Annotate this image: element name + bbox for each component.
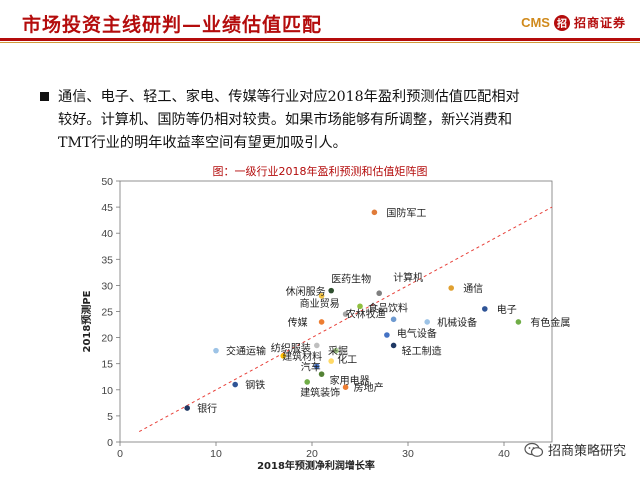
chart-caption: 图：一级行业2018年盈利预测和估值矩阵图 (212, 165, 428, 178)
data-point-label: 机械设备 (437, 316, 477, 329)
data-point (232, 381, 238, 388)
header-divider-accent (0, 42, 640, 43)
data-point-label: 房地产 (354, 381, 384, 394)
data-point (371, 209, 378, 216)
data-point-label: 家用电器 (330, 374, 370, 387)
data-point-label: 农林牧渔 (346, 307, 386, 320)
data-point (482, 306, 488, 312)
data-point (328, 287, 335, 294)
y-tick-label: 15 (101, 359, 113, 371)
wechat-icon (524, 442, 544, 457)
data-point-label: 传媒 (288, 317, 308, 329)
data-point (342, 384, 349, 390)
data-point-label: 建筑装饰 (300, 386, 340, 399)
data-point (333, 347, 339, 354)
data-point (424, 319, 431, 325)
data-point (342, 311, 349, 317)
data-point (515, 319, 522, 325)
data-point (280, 353, 287, 359)
data-point-label: 有色金属 (530, 316, 570, 329)
data-point-label: 化工 (337, 353, 357, 366)
data-point (318, 319, 325, 325)
y-axis-label: 2018预测PE (80, 290, 93, 352)
data-point (390, 342, 397, 349)
data-point-label: 食品饮料 (368, 301, 408, 314)
data-point (318, 371, 325, 377)
data-point-label: 国防军工 (386, 206, 426, 219)
data-point-label: 纺织服装 (271, 341, 311, 354)
data-point (184, 405, 190, 411)
header-divider (0, 38, 640, 41)
page-title: 市场投资主线研判—业绩估值匹配 (22, 14, 323, 36)
y-tick-label: 25 (101, 307, 113, 319)
data-point (376, 290, 383, 297)
data-point (357, 303, 363, 310)
data-point (328, 358, 335, 364)
data-point-label: 休闲服务 (286, 285, 326, 298)
data-point-label: 汽车 (301, 360, 321, 373)
data-point (384, 332, 390, 338)
y-tick-label: 30 (101, 280, 113, 292)
data-point-label: 银行 (197, 402, 217, 415)
plot-frame (119, 180, 553, 443)
data-point (213, 347, 219, 354)
data-point-label: 采掘 (328, 345, 348, 358)
x-tick-label: 10 (210, 448, 222, 460)
data-point (448, 285, 455, 291)
data-point-label: 计算机 (393, 271, 423, 284)
data-point (314, 342, 320, 349)
y-tick-label: 35 (101, 254, 113, 266)
data-point-label: 电气设备 (397, 327, 437, 340)
x-tick-label: 0 (117, 448, 123, 460)
y-tick-label: 40 (101, 228, 113, 240)
bullet-line-3: TMT行业的明年收益率空间有望更加吸引人。 (58, 135, 347, 151)
x-axis-label: 2018年预测净利润增长率 (257, 459, 375, 472)
y-tick-label: 5 (107, 411, 113, 423)
bullet-line-1: 通信、电子、轻工、家电、传媒等行业对应2018年盈利预测估值匹配相对 (58, 89, 520, 105)
data-point (318, 293, 325, 299)
data-point-label: 通信 (463, 283, 483, 295)
bullet-line-2: 较好。计算机、国防等仍相对较贵。如果市场能够有所调整，新兴消费和 (58, 112, 513, 128)
data-point-label: 建筑材料 (282, 350, 322, 363)
bullet-paragraph: 通信、电子、轻工、家电、传媒等行业对应2018年盈利预测估值匹配相对 较好。计算… (40, 86, 618, 155)
y-tick-label: 10 (101, 385, 113, 397)
y-tick-label: 0 (107, 437, 113, 449)
bullet-square-icon (40, 92, 49, 101)
data-point-label: 医药生物 (331, 273, 371, 286)
data-point (390, 316, 397, 323)
footer-account: 招商策略研究 (524, 440, 626, 459)
data-point-label: 钢铁 (245, 379, 265, 392)
x-tick-label: 20 (306, 448, 318, 460)
data-point-label: 轻工制造 (402, 344, 442, 357)
brand-logo: CMS 招 招商证券 (521, 14, 626, 31)
x-tick-label: 40 (498, 448, 510, 460)
brand-seal-icon: 招 (553, 14, 570, 31)
trend-line (138, 206, 553, 432)
y-tick-label: 50 (101, 176, 113, 188)
data-point (314, 363, 320, 370)
data-point-label: 交通运输 (226, 345, 266, 358)
y-tick-label: 20 (101, 333, 113, 345)
data-point (304, 379, 311, 385)
y-tick-label: 45 (101, 202, 113, 214)
data-point-label: 电子 (497, 303, 517, 316)
data-point-label: 商业贸易 (300, 297, 340, 310)
footer-account-name: 招商策略研究 (547, 444, 626, 459)
x-tick-label: 30 (402, 448, 414, 460)
brand-cms: CMS (521, 15, 550, 30)
brand-name: 招商证券 (573, 16, 626, 30)
